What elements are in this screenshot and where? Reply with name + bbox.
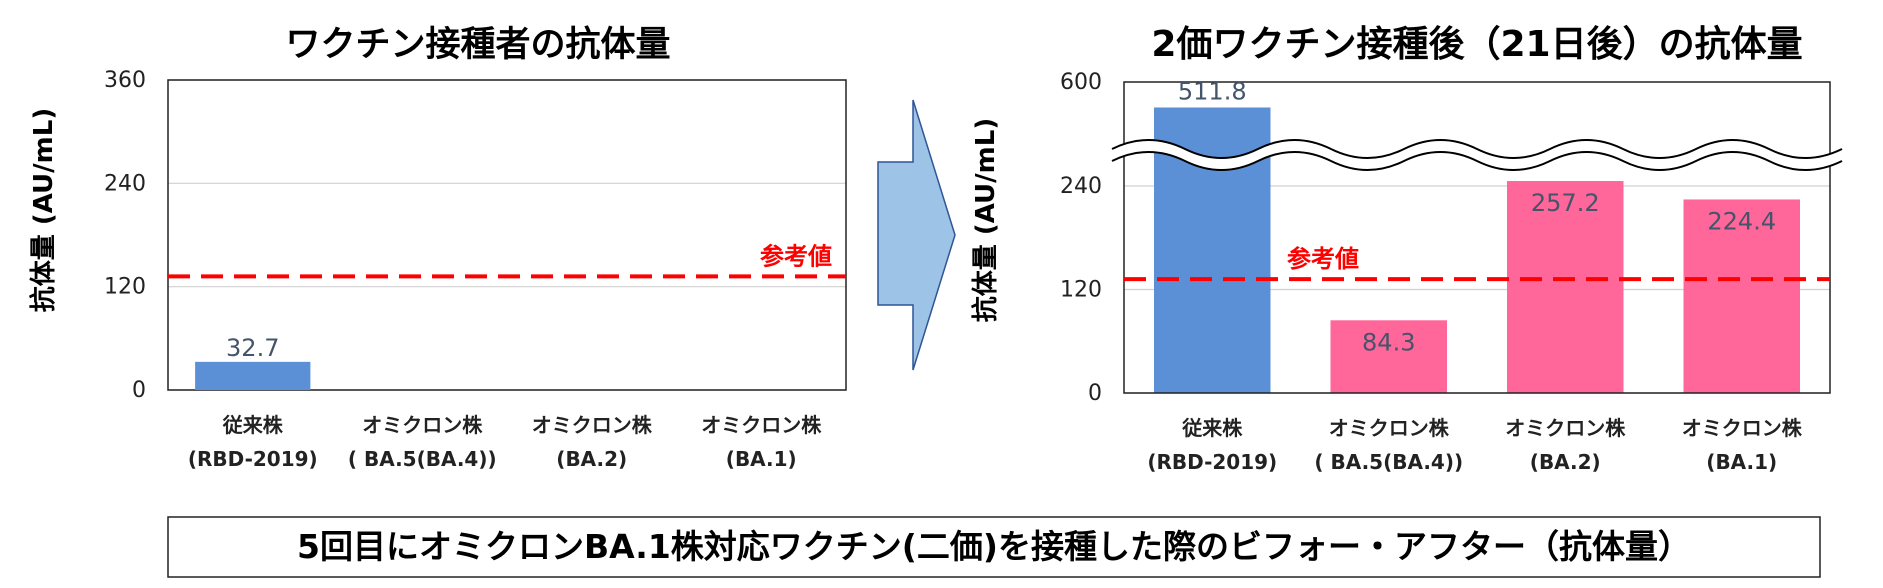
left-y-tick-label: 240 <box>104 171 146 196</box>
right-bar-value-label: 511.8 <box>1178 77 1247 105</box>
right-y-ticks: 0 120 240 600 <box>1060 70 1102 406</box>
right-category-label: (BA.1) <box>1706 450 1777 474</box>
right-bar-value-label: 257.2 <box>1531 189 1600 217</box>
right-category-labels: 従来株 (RBD-2019) オミクロン株 ( BA.5(BA.4)) オミクロン株 (B… <box>1147 416 1802 474</box>
left-plot-frame <box>167 79 847 391</box>
left-category-label: ( BA.5(BA.4)) <box>348 447 497 471</box>
right-plot-frame <box>1123 81 1831 394</box>
right-category-label: 従来株 <box>1181 416 1243 440</box>
left-category-label: オミクロン株 <box>532 413 653 437</box>
left-category-label: (BA.2) <box>556 447 627 471</box>
left-category-label: (RBD-2019) <box>188 447 318 471</box>
left-category-label: 従来株 <box>222 413 284 437</box>
right-category-label: オミクロン株 <box>1682 416 1803 440</box>
right-category-label: (BA.2) <box>1530 450 1601 474</box>
left-bars: 32.7 <box>195 334 311 390</box>
right-reference-label: 参考値 <box>1287 245 1359 273</box>
right-axis-break <box>1111 139 1843 171</box>
right-bar-value-label: 224.4 <box>1707 207 1776 235</box>
left-y-ticks: 0 120 240 360 <box>104 68 146 403</box>
left-y-tick-label: 120 <box>104 275 146 300</box>
left-chart-title: ワクチン接種者の抗体量 <box>285 24 670 65</box>
right-y-tick-label: 0 <box>1088 381 1102 406</box>
caption-box <box>167 516 1821 578</box>
left-y-tick-label: 360 <box>104 68 146 93</box>
left-bar <box>195 361 311 390</box>
left-category-label: (BA.1) <box>726 447 797 471</box>
left-bar-value-label: 32.7 <box>226 334 279 362</box>
right-y-tick-label: 600 <box>1060 70 1102 95</box>
right-bar <box>1507 181 1624 393</box>
right-arrow-icon <box>877 99 956 371</box>
right-chart-title: 2価ワクチン接種後（21日後）の抗体量 <box>1151 23 1802 65</box>
right-y-axis-label: 抗体量 (AU/mL) <box>970 118 1001 322</box>
left-reference: 参考値 <box>168 242 846 279</box>
right-category-label: ( BA.5(BA.4)) <box>1314 450 1463 474</box>
right-value-labels: 511.8 84.3 257.2 224.4 <box>1178 77 1776 356</box>
left-y-tick-label: 0 <box>132 378 146 403</box>
right-category-label: (RBD-2019) <box>1147 450 1277 474</box>
right-bars <box>1154 107 1800 393</box>
right-y-tick-label: 240 <box>1060 174 1102 199</box>
left-reference-label: 参考値 <box>760 242 832 270</box>
axis-break-line-upper <box>1111 139 1843 159</box>
axis-break-line-lower <box>1111 151 1843 171</box>
left-category-label: オミクロン株 <box>362 413 483 437</box>
right-category-label: オミクロン株 <box>1505 416 1626 440</box>
left-category-label: オミクロン株 <box>701 413 822 437</box>
right-category-label: オミクロン株 <box>1329 416 1450 440</box>
right-bar <box>1330 320 1447 393</box>
left-category-labels: 従来株 (RBD-2019) オミクロン株 ( BA.5(BA.4)) オミクロン株 (B… <box>188 413 822 471</box>
right-bar <box>1683 199 1800 393</box>
right-bar-value-label: 84.3 <box>1362 328 1415 356</box>
right-y-tick-label: 120 <box>1060 278 1102 303</box>
axis-break-band <box>1112 140 1842 170</box>
left-y-axis-label: 抗体量 (AU/mL) <box>28 108 59 312</box>
right-reference: 参考値 <box>1124 245 1830 282</box>
bottom-caption: 5回目にオミクロンBA.1株対応ワクチン(二価)を接種した際のビフォー・アフター… <box>297 527 1691 566</box>
